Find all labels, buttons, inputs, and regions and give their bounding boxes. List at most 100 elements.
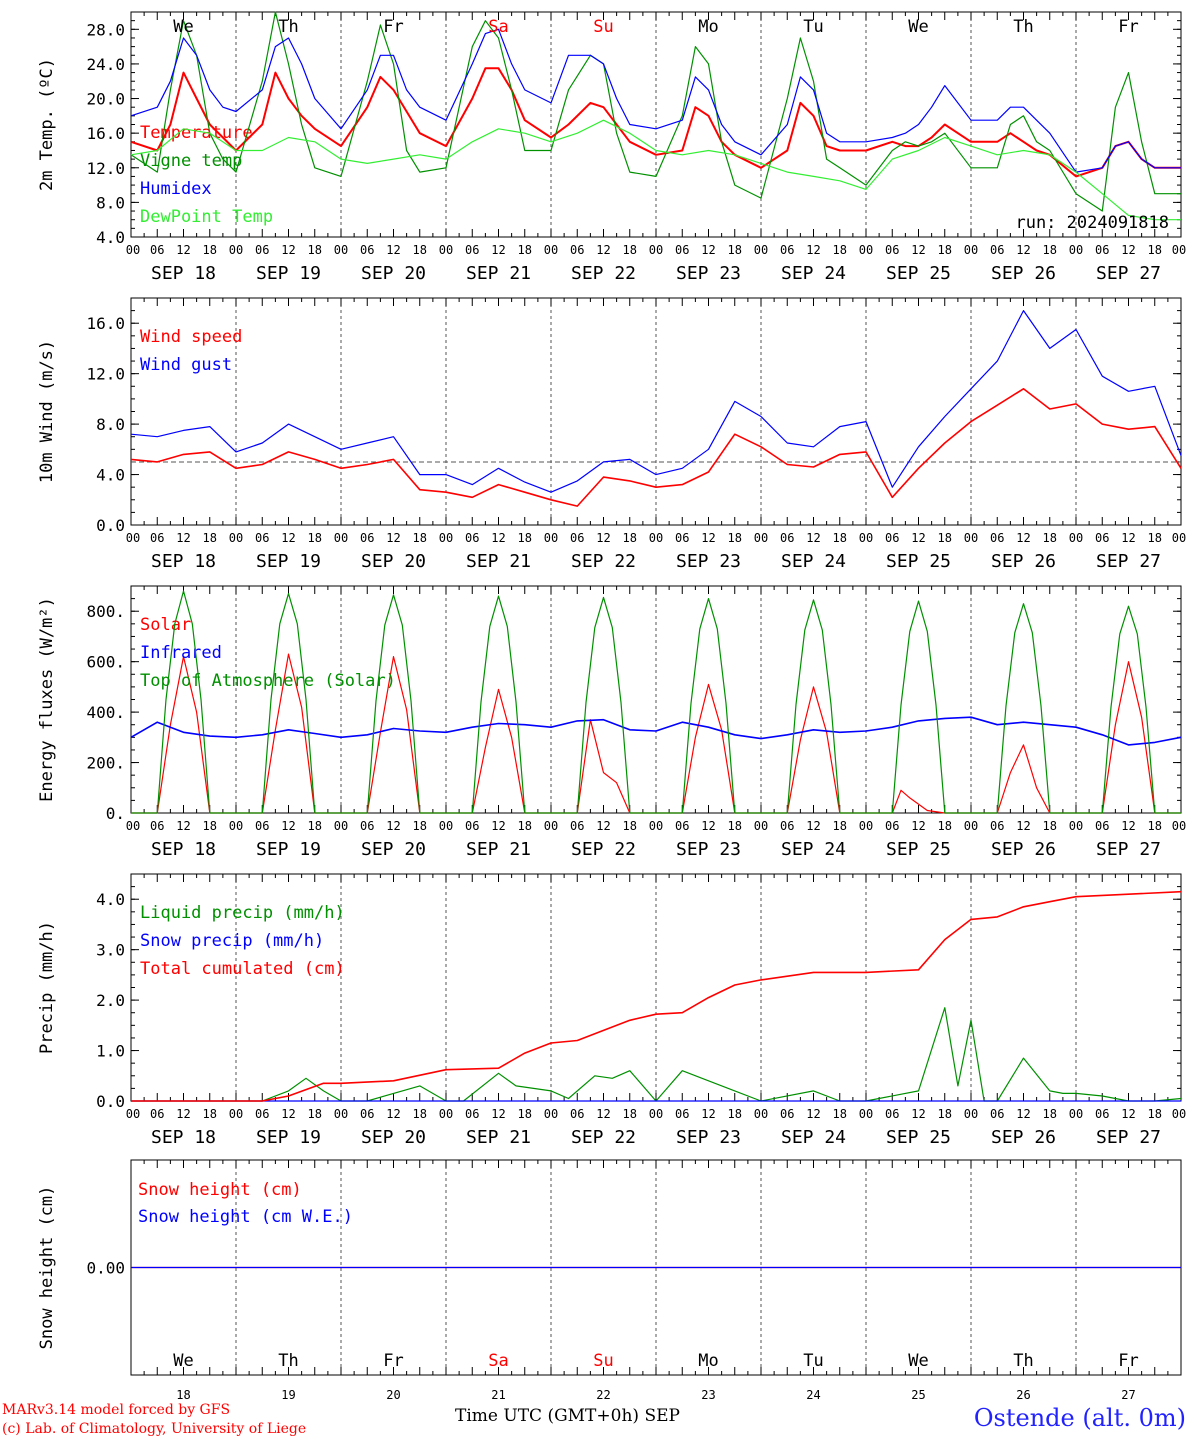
y-tick-label: 200. (86, 754, 125, 773)
date-label: SEP 25 (886, 1127, 951, 1148)
day-name: Th (278, 17, 298, 37)
date-label: SEP 27 (1096, 263, 1161, 284)
hour-tick-label: 06 (360, 1107, 374, 1121)
day-number: 24 (806, 1388, 820, 1402)
hour-tick-label: 12 (1121, 819, 1135, 833)
hour-tick-label: 12 (281, 1107, 295, 1121)
hour-tick-label: 00 (649, 819, 663, 833)
hour-tick-label: 00 (964, 819, 978, 833)
hour-tick-label: 18 (1043, 819, 1057, 833)
model-credit: MARv3.14 model forced by GFS (2, 1402, 231, 1418)
hour-tick-label: 12 (911, 819, 925, 833)
panel-precip: 0.0 1.0 2.0 3.0 4.0 Precip (mm/h) Liquid preci… (37, 873, 1186, 1148)
hour-tick-label: 00 (1069, 819, 1083, 833)
hour-tick-label: 06 (150, 531, 164, 545)
hour-tick-label: 18 (518, 819, 532, 833)
hour-tick-label: 12 (806, 243, 820, 257)
day-name: Fr (1118, 1351, 1138, 1371)
hour-tick-label: 12 (491, 819, 505, 833)
day-name: Su (593, 1351, 613, 1371)
hour-tick-label: 00 (229, 1107, 243, 1121)
date-label: SEP 18 (151, 839, 216, 860)
date-label: SEP 18 (151, 551, 216, 572)
hour-tick-label: 00 (544, 531, 558, 545)
legend-entry: DewPoint Temp (140, 207, 273, 227)
hour-tick-label: 00 (1069, 243, 1083, 257)
legend-entry: Snow precip (mm/h) (140, 931, 324, 951)
date-label: SEP 22 (571, 1127, 636, 1148)
hour-tick-label: 06 (1095, 819, 1109, 833)
hour-tick-label: 00 (544, 819, 558, 833)
panel-snow: 0.00 Snow height (cm) Snow height (cm) Snow… (37, 1159, 1182, 1402)
hour-tick-label: 00 (754, 819, 768, 833)
legend-entry: Wind speed (140, 327, 242, 347)
date-label: SEP 24 (781, 551, 846, 572)
hour-tick-label: 00 (1172, 531, 1186, 545)
hour-tick-label: 06 (465, 531, 479, 545)
hour-tick-label: 12 (1121, 531, 1135, 545)
hour-tick-label: 06 (990, 531, 1004, 545)
hour-tick-label: 00 (1069, 531, 1083, 545)
hour-tick-label: 18 (938, 243, 952, 257)
hour-tick-label: 06 (675, 531, 689, 545)
hour-tick-label: 18 (413, 819, 427, 833)
date-label: SEP 24 (781, 839, 846, 860)
series-line-temperature (130, 67, 1181, 178)
hour-tick-label: 12 (1016, 243, 1030, 257)
y-tick-label: 0.0 (96, 516, 125, 535)
series-line-vigne-temp (130, 11, 1181, 212)
hour-tick-label: 12 (596, 819, 610, 833)
run-label: run: 2024091818 (1015, 213, 1169, 233)
date-label: SEP 19 (256, 263, 321, 284)
hour-tick-label: 00 (964, 531, 978, 545)
hour-tick-label: 06 (570, 1107, 584, 1121)
hour-tick-label: 00 (334, 819, 348, 833)
y-tick-label: 20.0 (86, 90, 125, 109)
hour-tick-label: 12 (701, 1107, 715, 1121)
y-tick-label: 16.0 (86, 314, 125, 333)
date-label: SEP 24 (781, 263, 846, 284)
hour-tick-label: 06 (570, 531, 584, 545)
hour-tick-label: 00 (1172, 243, 1186, 257)
hour-tick-label: 12 (281, 531, 295, 545)
hour-tick-label: 00 (649, 243, 663, 257)
hour-tick-label: 06 (465, 819, 479, 833)
hour-tick-label: 12 (596, 531, 610, 545)
hour-tick-label: 18 (1148, 531, 1162, 545)
hour-tick-label: 00 (334, 531, 348, 545)
hour-tick-label: 06 (780, 819, 794, 833)
day-name: Th (278, 1351, 298, 1371)
hour-tick-label: 18 (308, 243, 322, 257)
hour-tick-label: 18 (203, 819, 217, 833)
hour-tick-label: 18 (938, 1107, 952, 1121)
legend-entry: Snow height (cm W.E.) (138, 1207, 353, 1227)
date-label: SEP 23 (676, 839, 741, 860)
date-label: SEP 25 (886, 551, 951, 572)
date-label: SEP 19 (256, 551, 321, 572)
date-label: SEP 21 (466, 1127, 531, 1148)
hour-tick-label: 18 (1148, 243, 1162, 257)
hour-tick-label: 18 (938, 531, 952, 545)
hour-tick-label: 18 (413, 243, 427, 257)
date-label: SEP 23 (676, 551, 741, 572)
hour-tick-label: 06 (465, 243, 479, 257)
date-label: SEP 26 (991, 1127, 1056, 1148)
day-number: 23 (701, 1388, 715, 1402)
date-label: SEP 20 (361, 551, 426, 572)
day-number: 26 (1016, 1388, 1030, 1402)
date-label: SEP 21 (466, 263, 531, 284)
hour-tick-label: 18 (1148, 1107, 1162, 1121)
hour-tick-label: 06 (1095, 531, 1109, 545)
hour-tick-label: 12 (596, 1107, 610, 1121)
series-line-wind-gust (130, 310, 1182, 493)
hour-tick-label: 00 (964, 243, 978, 257)
hour-tick-label: 12 (176, 1107, 190, 1121)
day-name: Mo (698, 1351, 718, 1371)
hour-tick-label: 00 (649, 531, 663, 545)
hour-tick-label: 06 (150, 1107, 164, 1121)
hour-tick-label: 00 (439, 1107, 453, 1121)
y-tick-label: 600. (86, 653, 125, 672)
y-tick-label: 0. (106, 804, 125, 823)
hour-tick-label: 00 (229, 819, 243, 833)
hour-tick-label: 00 (126, 531, 140, 545)
